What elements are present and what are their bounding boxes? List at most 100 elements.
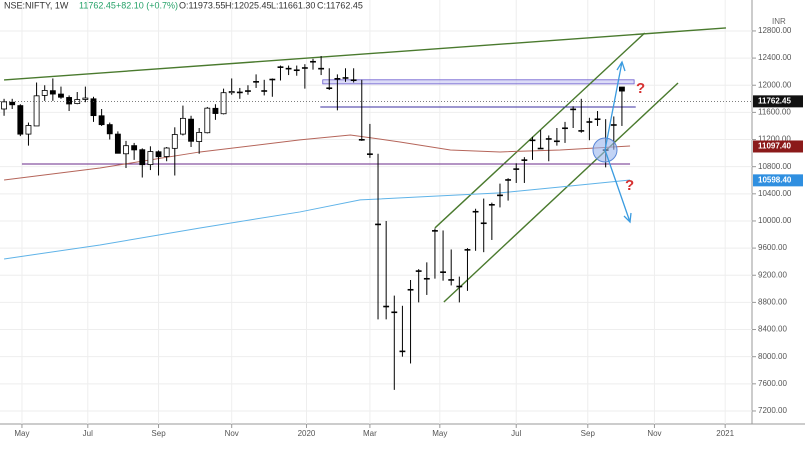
trend-line <box>443 82 679 303</box>
price-tag-label: 11097.40 <box>758 142 791 151</box>
candle-body <box>586 121 593 123</box>
candle-body <box>326 87 333 90</box>
y-tick-label: 8400.00 <box>758 325 787 334</box>
candle-body <box>432 230 438 232</box>
candle-body <box>212 107 219 114</box>
candle-body <box>261 90 268 92</box>
candle-body <box>228 91 235 94</box>
candle-body <box>423 277 430 280</box>
candle-body <box>553 140 560 143</box>
candle-body <box>342 77 349 79</box>
x-tick-label: Jul <box>511 429 521 438</box>
y-tick-label: 8800.00 <box>758 298 787 307</box>
price-tag-label: 10598.40 <box>758 175 792 184</box>
y-tick-label: 12800.00 <box>758 26 792 35</box>
header-low: L:11661.30 <box>271 0 315 10</box>
candle-body <box>155 151 162 158</box>
candle-body <box>269 78 276 81</box>
candle-body <box>33 95 40 127</box>
candle-body <box>440 271 446 273</box>
candle-body <box>179 117 186 135</box>
candle-body <box>147 151 154 166</box>
candle-body <box>163 147 170 157</box>
header-open: O:11973.55 <box>179 0 225 10</box>
price-tag <box>753 95 803 108</box>
candle-body <box>285 67 292 70</box>
candle-body <box>594 118 601 121</box>
candle-body <box>399 350 406 353</box>
candle-body <box>366 153 373 155</box>
candle-body <box>74 99 81 104</box>
candle-body <box>25 125 32 135</box>
plot <box>0 0 752 424</box>
y-tick-label: 10800.00 <box>758 162 792 171</box>
candle-body <box>545 138 552 140</box>
candle-body <box>505 179 512 181</box>
candle-body <box>350 79 357 82</box>
arrows <box>604 60 632 224</box>
candle-body <box>114 133 121 154</box>
candle-body <box>49 90 56 95</box>
candle-body <box>204 107 211 134</box>
candle-body <box>106 124 113 135</box>
x-tick-label: May <box>432 429 447 438</box>
candle-body <box>488 203 495 206</box>
candle-body <box>375 223 381 226</box>
candle-body <box>293 69 300 72</box>
x-tick-label: Sep <box>151 429 166 438</box>
trend-line <box>434 32 646 229</box>
candle-body <box>1 101 7 110</box>
candle-body <box>253 81 260 83</box>
trend-line <box>3 179 631 260</box>
candle-body <box>562 127 568 130</box>
candle-body <box>464 249 471 251</box>
candle-body <box>123 145 129 155</box>
candle-body <box>334 78 341 80</box>
candle-body <box>619 86 625 92</box>
y-tick-label: 7600.00 <box>758 379 787 388</box>
candle-body <box>407 288 414 291</box>
candle-body <box>98 115 105 126</box>
y-tick-label: 7200.00 <box>758 406 787 415</box>
x-tick-label: 2020 <box>298 429 316 438</box>
candle-body <box>236 91 243 94</box>
candle-body <box>383 305 390 308</box>
y-tick-label: 9600.00 <box>758 243 787 252</box>
candle-body <box>415 270 422 272</box>
y-tick-label: 8000.00 <box>758 352 787 361</box>
candle-body <box>570 108 577 111</box>
candle-body <box>196 131 203 142</box>
zone <box>322 79 635 85</box>
x-tick-label: 2021 <box>716 429 734 438</box>
annotation: ? <box>625 177 634 194</box>
candle-body <box>529 139 536 142</box>
candle-body <box>578 130 585 132</box>
candle-body <box>480 222 487 225</box>
candle-body <box>472 210 479 213</box>
x-tick-label: Sep <box>581 429 596 438</box>
candle-body <box>90 98 97 117</box>
price-tag-label: 11762.45 <box>758 96 791 105</box>
candle-body <box>391 311 398 314</box>
candle-body <box>456 285 463 288</box>
annotation: ? <box>636 80 645 97</box>
candle-body <box>9 101 16 106</box>
y-tick-label: 9200.00 <box>758 270 787 279</box>
candle-body <box>448 279 455 281</box>
candle-body <box>497 194 503 197</box>
candle-body <box>220 92 227 115</box>
y-tick-label: 12400.00 <box>758 53 792 62</box>
trend-line <box>4 27 727 81</box>
candle-body <box>188 118 194 142</box>
header-close: C:11762.45 <box>317 0 363 10</box>
candle-body <box>277 66 284 68</box>
price-tag <box>753 174 803 187</box>
candle-body <box>17 105 24 135</box>
x-tick-label: May <box>14 429 29 438</box>
candle-body <box>310 60 316 63</box>
currency: INR <box>772 17 786 26</box>
header-change: +82.10 (+0.7%) <box>116 0 178 10</box>
candle-body <box>610 124 617 126</box>
